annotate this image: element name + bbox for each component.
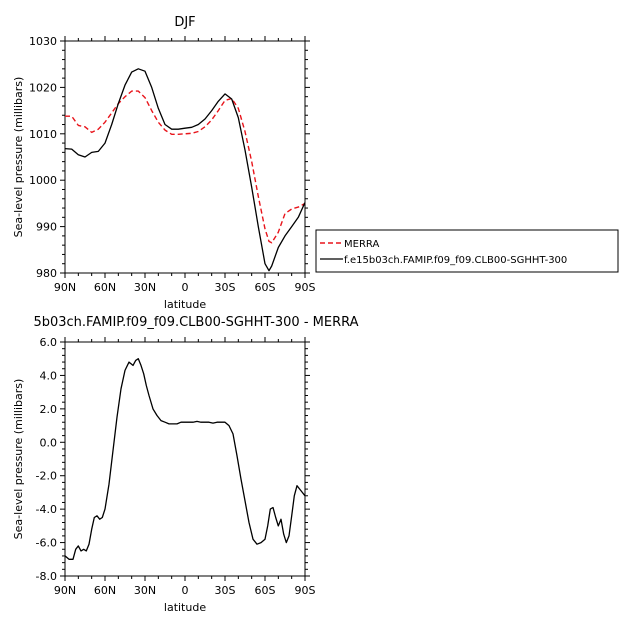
bottom-chart: 5b03ch.FAMIP.f09_f09.CLB00-SGHHT-300 - M… bbox=[12, 315, 359, 614]
bottom-chart-title: 5b03ch.FAMIP.f09_f09.CLB00-SGHHT-300 - M… bbox=[33, 315, 358, 330]
bottom-chart-y-axis-title: Sea-level pressure (millibars) bbox=[12, 379, 25, 540]
bottom-y-tick-label: 0.0 bbox=[40, 436, 58, 449]
top-y-tick-label: 1010 bbox=[29, 128, 57, 141]
legend-label-model: f.e15b03ch.FAMIP.f09_f09.CLB00-SGHHT-300 bbox=[344, 255, 567, 266]
top-chart-frame bbox=[64, 40, 306, 274]
top-chart-title: DJF bbox=[174, 15, 195, 30]
top-x-tick-label: 30S bbox=[215, 281, 236, 294]
bottom-chart-series bbox=[64, 358, 306, 560]
bottom-x-tick-label: 30S bbox=[215, 584, 236, 597]
bottom-chart-frame bbox=[64, 341, 306, 577]
bottom-chart-x-axis-title: latitude bbox=[164, 601, 206, 614]
top-chart-y-axis: 980 990 1000 1010 1020 1030 bbox=[29, 35, 310, 280]
top-y-tick-label: 1030 bbox=[29, 35, 57, 48]
top-x-tick-label: 0 bbox=[182, 281, 189, 294]
bottom-x-tick-label: 90N bbox=[54, 584, 76, 597]
legend-label-merra: MERRA bbox=[344, 239, 379, 250]
bottom-x-tick-label: 0 bbox=[182, 584, 189, 597]
bottom-x-tick-label: 60N bbox=[94, 584, 116, 597]
top-chart-plot-area bbox=[64, 40, 306, 274]
bottom-chart-plot-area bbox=[64, 341, 306, 577]
top-x-tick-label: 60S bbox=[255, 281, 276, 294]
top-x-tick-label: 30N bbox=[134, 281, 156, 294]
bottom-chart-x-axis: 90N 60N 30N 0 30S 60S 90S bbox=[54, 337, 316, 597]
bottom-y-tick-label: 2.0 bbox=[40, 403, 58, 416]
top-series-line-0 bbox=[65, 90, 306, 244]
bottom-y-tick-label: 4.0 bbox=[40, 369, 58, 382]
top-x-tick-label: 90S bbox=[295, 281, 316, 294]
bottom-x-tick-label: 90S bbox=[295, 584, 316, 597]
bottom-x-tick-label: 60S bbox=[255, 584, 276, 597]
bottom-y-tick-label: -2.0 bbox=[36, 470, 57, 483]
top-chart-x-axis-title: latitude bbox=[164, 298, 206, 311]
legend-box bbox=[315, 229, 619, 273]
top-chart-x-axis: 90N 60N 30N 0 30S 60S 90S bbox=[54, 36, 316, 294]
top-y-tick-label: 990 bbox=[36, 221, 57, 234]
top-x-tick-label: 90N bbox=[54, 281, 76, 294]
top-x-tick-label: 60N bbox=[94, 281, 116, 294]
top-y-tick-label: 980 bbox=[36, 267, 57, 280]
top-chart: DJF 980 990 1000 1010 1020 1030 90N 60N 30N 0 30S… bbox=[12, 15, 316, 311]
top-chart-series bbox=[64, 68, 306, 272]
bottom-x-tick-label: 30N bbox=[134, 584, 156, 597]
legend: MERRA f.e15b03ch.FAMIP.f09_f09.CLB00-SGH… bbox=[315, 229, 619, 273]
bottom-y-tick-label: -8.0 bbox=[36, 570, 57, 583]
top-chart-y-axis-title: Sea-level pressure (millibars) bbox=[12, 77, 25, 238]
top-y-tick-label: 1020 bbox=[29, 81, 57, 94]
top-series-line-1 bbox=[64, 68, 306, 272]
bottom-series-line-0 bbox=[64, 358, 306, 560]
top-y-tick-label: 1000 bbox=[29, 174, 57, 187]
bottom-y-tick-label: -6.0 bbox=[36, 537, 57, 550]
bottom-chart-y-axis: -8.0 -6.0 -4.0 -2.0 0.0 2.0 4.0 6.0 bbox=[36, 336, 310, 583]
bottom-y-tick-label: 6.0 bbox=[40, 336, 58, 349]
bottom-y-tick-label: -4.0 bbox=[36, 503, 57, 516]
